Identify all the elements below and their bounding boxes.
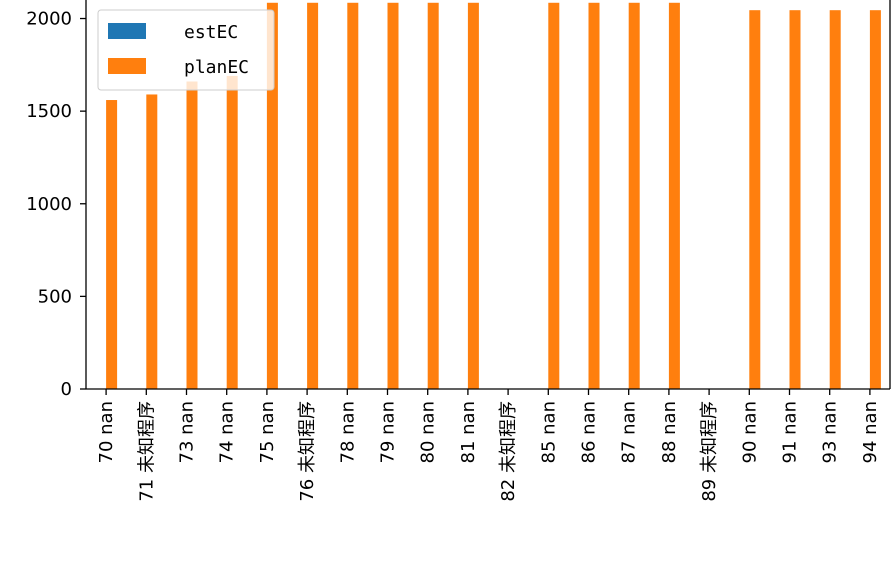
x-tick-label-5: 76 未知程序 <box>297 401 318 502</box>
x-tick-label-0: 70 nan <box>96 401 117 463</box>
x-tick-label-14: 88 nan <box>659 401 680 463</box>
bar-planEC-7 <box>387 2 399 390</box>
x-tick-label-6: 78 nan <box>337 401 358 463</box>
bar-planEC-12 <box>588 2 600 390</box>
x-ticks: 70 nan 71 未知程序 73 nan 74 nan 75 nan 76 未知程序 78… <box>96 389 881 502</box>
x-tick-label-7: 79 nan <box>378 401 399 463</box>
y-tick-label-500: 500 <box>38 286 72 307</box>
bar-planEC-2 <box>186 81 198 389</box>
bar-planEC-16 <box>749 10 761 389</box>
bar-planEC-9 <box>467 2 479 390</box>
x-tick-label-8: 80 nan <box>418 401 439 463</box>
legend-swatch-planEC <box>108 58 146 74</box>
x-tick-label-19: 94 nan <box>860 401 881 463</box>
bar-planEC-5 <box>307 2 319 390</box>
legend: estEC planEC <box>97 9 275 91</box>
bar-planEC-11 <box>548 2 560 390</box>
legend-swatch-estEC <box>108 23 146 39</box>
bar-planEC-4 <box>266 2 278 390</box>
y-tick-label-1500: 1500 <box>26 101 72 122</box>
bars-layer <box>106 2 881 390</box>
x-tick-label-12: 86 nan <box>579 401 600 463</box>
bar-planEC-3 <box>226 75 238 389</box>
x-tick-label-3: 74 nan <box>217 401 238 463</box>
bar-planEC-0 <box>106 100 118 389</box>
x-tick-label-9: 81 nan <box>458 401 479 463</box>
x-tick-label-2: 73 nan <box>177 401 198 463</box>
bar-planEC-14 <box>668 2 680 390</box>
y-tick-label-0: 0 <box>61 379 72 400</box>
x-tick-label-11: 85 nan <box>538 401 559 463</box>
y-tick-label-1000: 1000 <box>26 194 72 215</box>
bar-planEC-13 <box>628 2 640 390</box>
bar-planEC-17 <box>789 10 801 389</box>
x-tick-label-1: 71 未知程序 <box>136 401 157 502</box>
x-tick-label-10: 82 未知程序 <box>498 401 519 502</box>
x-tick-label-17: 91 nan <box>780 401 801 463</box>
x-tick-label-15: 89 未知程序 <box>699 401 720 502</box>
x-tick-label-16: 90 nan <box>739 401 760 463</box>
y-tick-label-2000: 2000 <box>26 9 72 30</box>
legend-label-planEC: planEC <box>184 57 249 78</box>
y-ticks: 0 500 1000 1500 2000 <box>26 9 86 400</box>
legend-label-estEC: estEC <box>184 22 238 43</box>
x-tick-label-4: 75 nan <box>257 401 278 463</box>
bar-planEC-19 <box>869 10 881 389</box>
bar-planEC-1 <box>146 94 158 389</box>
x-tick-label-18: 93 nan <box>820 401 841 463</box>
x-tick-label-13: 87 nan <box>619 401 640 463</box>
axes-layer <box>85 0 891 390</box>
bar-planEC-6 <box>347 2 359 390</box>
bar-planEC-18 <box>829 10 841 389</box>
bar-planEC-8 <box>427 2 439 390</box>
